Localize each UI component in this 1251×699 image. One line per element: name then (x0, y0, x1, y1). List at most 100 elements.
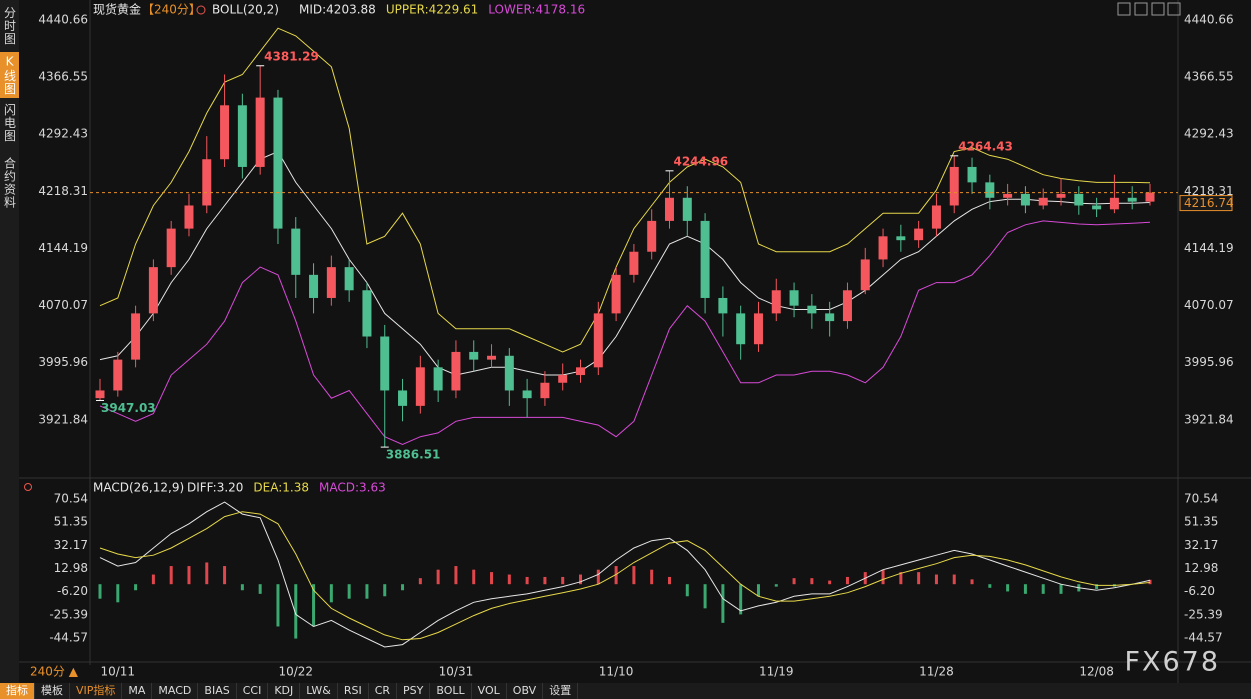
toolbar-tab[interactable]: PSY (397, 683, 431, 699)
x-tick-label: 10/31 (439, 665, 474, 679)
candle-body (967, 166, 977, 183)
y-tick-label: 3921.84 (38, 412, 88, 426)
macd-bar (116, 584, 120, 603)
sidebar-item[interactable]: 闪电图 (3, 103, 17, 142)
macd-bar (454, 566, 458, 585)
candle-body (647, 220, 657, 252)
candle-body (540, 382, 550, 399)
legend-entry: DIFF:3.20 (187, 481, 243, 495)
toolbar-tab[interactable]: OBV (507, 683, 544, 699)
toolbar-tab[interactable]: 指标 (0, 683, 35, 699)
toolbar-tab[interactable]: RSI (338, 683, 369, 699)
macd-bar (205, 562, 209, 585)
macd-bar (98, 584, 102, 599)
macd-bar (596, 569, 600, 585)
macd-bar (401, 584, 405, 591)
candle-body (131, 313, 141, 360)
y-tick-label-right: 4070.07 (1184, 298, 1234, 312)
sidebar (0, 0, 19, 683)
sidebar-item[interactable]: 合约资料 (3, 156, 17, 209)
macd-bar (258, 584, 262, 594)
macd-bar (934, 574, 938, 585)
candle-body (344, 267, 354, 291)
candle-body (700, 220, 710, 298)
x-tick-label: 10/22 (278, 665, 313, 679)
toolbar-tab[interactable]: CCI (237, 683, 269, 699)
toolbar-tab[interactable]: CR (369, 683, 398, 699)
candle-body (718, 297, 728, 314)
candle-body (576, 367, 586, 376)
macd-line (99, 511, 1151, 641)
y-tick-label: -44.57 (49, 631, 88, 645)
candle-body (682, 197, 692, 221)
y-tick-label: -25.39 (49, 607, 88, 621)
icon[interactable] (1134, 2, 1148, 16)
candle-body (113, 359, 123, 391)
sidebar-active (0, 52, 19, 98)
toolbar-tab[interactable]: MA (122, 683, 153, 699)
y-tick-label: 51.35 (54, 515, 88, 529)
y-tick-label-right: 70.54 (1184, 491, 1218, 505)
toolbar-tab[interactable]: KDJ (268, 683, 301, 699)
x-tick-label: 12/08 (1079, 665, 1114, 679)
toolbar-tab[interactable]: MACD (152, 683, 199, 699)
candle-body (931, 205, 941, 229)
y-tick-label: 32.17 (54, 538, 88, 552)
y-tick-label-right: 12.98 (1184, 561, 1218, 575)
icon[interactable] (1167, 2, 1181, 16)
candle-body (807, 305, 817, 314)
toolbar-tab[interactable]: VIP指标 (70, 683, 123, 699)
candle-body (184, 205, 194, 229)
macd-bar (365, 584, 369, 599)
y-tick-label: 4144.19 (38, 241, 88, 255)
candle-body (1038, 197, 1048, 206)
last-price-label: 4216.74 (1184, 196, 1234, 210)
zoom-icon[interactable] (196, 5, 206, 15)
macd-bar (436, 569, 440, 585)
candle-body (914, 228, 924, 241)
icon[interactable] (1151, 2, 1165, 16)
macd-bar (347, 584, 351, 599)
macd-bar (240, 584, 244, 591)
candle-body (1074, 193, 1084, 206)
low-label: 3947.03 (101, 401, 156, 415)
high-label: 4381.29 (264, 49, 319, 63)
candle-body (593, 313, 603, 368)
macd-bar (1059, 584, 1063, 594)
candle-body (326, 267, 336, 298)
candle-body (1109, 197, 1119, 210)
candle-body (825, 313, 835, 322)
macd-bar (917, 572, 921, 585)
low-label: 3886.51 (386, 448, 441, 462)
toolbar-tab[interactable]: LW& (300, 683, 338, 699)
y-tick-label: 4440.66 (38, 13, 88, 27)
toolbar-tab[interactable]: VOL (472, 683, 507, 699)
toolbar-tab[interactable]: BOLL (430, 683, 472, 699)
y-tick-label-right: 3995.96 (1184, 355, 1234, 369)
y-tick-label: 4366.55 (38, 70, 88, 84)
period: 【240分】 (142, 3, 201, 17)
y-tick-label-right: 4144.19 (1184, 241, 1234, 255)
toolbar-tab[interactable]: 模板 (35, 683, 70, 699)
candle-body (878, 236, 888, 260)
y-tick-label-right: 3921.84 (1184, 412, 1234, 426)
candle-body (611, 274, 621, 314)
x-tick-label: 11/28 (919, 665, 954, 679)
toolbar-tab[interactable]: BIAS (198, 683, 237, 699)
sidebar-item[interactable]: 分时图 (3, 6, 17, 45)
legend-entry: DEA:1.38 (253, 481, 309, 495)
icon[interactable] (1117, 2, 1131, 16)
period-selector[interactable]: 240分 ▲ (30, 665, 79, 679)
candle-body (949, 166, 959, 206)
toolbar-tab[interactable]: 设置 (543, 683, 579, 699)
macd-bar (721, 584, 725, 623)
macd-bar (329, 584, 333, 603)
macd-bar (667, 576, 671, 585)
sidebar-item[interactable]: K线图 (3, 55, 17, 96)
macd-bar (525, 576, 529, 585)
candle-body (558, 375, 568, 383)
macd-bar (151, 574, 155, 585)
indicator-icon[interactable] (24, 483, 32, 491)
legend-entry: MID:4203.88 (299, 3, 376, 17)
chart: 分时图 K线图 闪电图 合约资料 现货黄金 【240分】 BOLL(20,2) … (0, 0, 1251, 683)
